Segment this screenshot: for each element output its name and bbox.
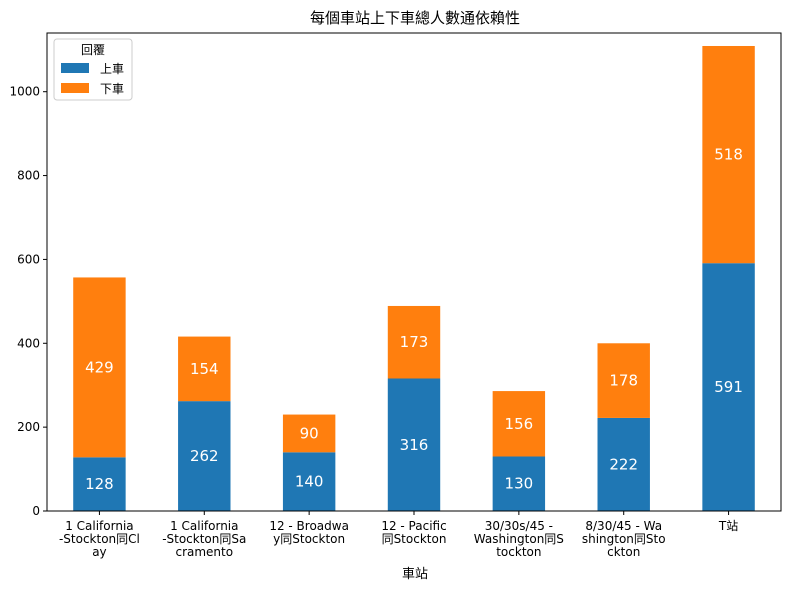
x-tick-label: 30/30s/45 - xyxy=(485,519,553,533)
bar-alighting-5 xyxy=(597,343,650,418)
bar-data-label: 173 xyxy=(400,333,429,351)
x-axis-label: 車站 xyxy=(402,567,428,582)
bar-alighting-2 xyxy=(282,414,336,453)
bar-boarding-1 xyxy=(178,401,231,511)
x-tick-label: shington同Sto xyxy=(582,532,666,546)
x-tick-label: 同Stockton xyxy=(382,532,447,546)
bar-alighting-3 xyxy=(387,305,441,379)
x-tick-label: tockton xyxy=(496,545,541,559)
x-tick-label: cramento xyxy=(175,545,233,559)
bar-data-label: 429 xyxy=(85,358,114,376)
y-tick-label: 200 xyxy=(17,420,40,434)
bar-data-label: 518 xyxy=(714,146,743,164)
bar-alighting-6 xyxy=(702,45,755,264)
bar-data-label: 130 xyxy=(505,475,534,493)
y-tick-label: 600 xyxy=(17,252,40,266)
y-axis: 0 200 400 600 800 1000 xyxy=(9,85,47,518)
legend-entry: 下車 xyxy=(100,82,124,96)
bar-alighting-1 xyxy=(178,336,231,402)
bar-data-label: 222 xyxy=(609,455,638,473)
x-tick-label: T站 xyxy=(718,519,738,533)
x-tick-label: ay xyxy=(92,545,106,559)
bar-data-label: 591 xyxy=(714,378,743,396)
legend-swatch xyxy=(61,63,89,73)
y-tick-label: 800 xyxy=(17,169,40,183)
bar-data-label: 316 xyxy=(400,436,429,454)
bar-data-label: 128 xyxy=(85,475,114,493)
bar-boarding-4 xyxy=(492,456,546,511)
chart-title: 每個車站上下車總人數通依賴性 xyxy=(310,9,520,27)
x-tick-label: -Stockton同Cl xyxy=(59,532,140,546)
legend-title: 回覆 xyxy=(81,43,105,57)
bar-alighting-4 xyxy=(492,391,546,457)
x-tick-label: 8/30/45 - Wa xyxy=(585,519,662,533)
x-tick-label: -Stockton同Sa xyxy=(162,532,246,546)
plot-area: 128 429 262 154 140 90 316 173 130 156 222 178 591 51… xyxy=(46,32,782,512)
bar-data-label: 262 xyxy=(190,447,219,465)
bar-alighting-0 xyxy=(73,277,126,458)
bar-data-label: 178 xyxy=(609,372,638,390)
y-tick-label: 1000 xyxy=(9,85,40,99)
legend-swatch xyxy=(61,83,89,93)
bar-boarding-6 xyxy=(702,263,755,511)
bar-boarding-2 xyxy=(282,452,336,511)
x-tick-label: 1 California xyxy=(170,519,238,533)
y-tick-label: 400 xyxy=(17,336,40,350)
x-tick-label: ckton xyxy=(607,545,640,559)
bar-data-label: 90 xyxy=(300,424,319,442)
x-tick-label: 1 California xyxy=(65,519,133,533)
bar-data-label: 156 xyxy=(505,415,534,433)
legend-entry: 上車 xyxy=(100,62,124,76)
bar-boarding-3 xyxy=(387,378,441,511)
x-tick-label: y同Stockton xyxy=(273,532,345,546)
bar-boarding-5 xyxy=(597,417,650,511)
bar-data-label: 140 xyxy=(295,473,324,491)
x-tick-label: 12 - Broadwa xyxy=(269,519,349,533)
y-tick-label: 0 xyxy=(32,504,40,518)
x-tick-label: Washington同S xyxy=(474,532,564,546)
bar-data-label: 154 xyxy=(190,360,219,378)
bar-boarding-0 xyxy=(73,457,126,511)
x-tick-label: 12 - Pacific xyxy=(381,519,446,533)
